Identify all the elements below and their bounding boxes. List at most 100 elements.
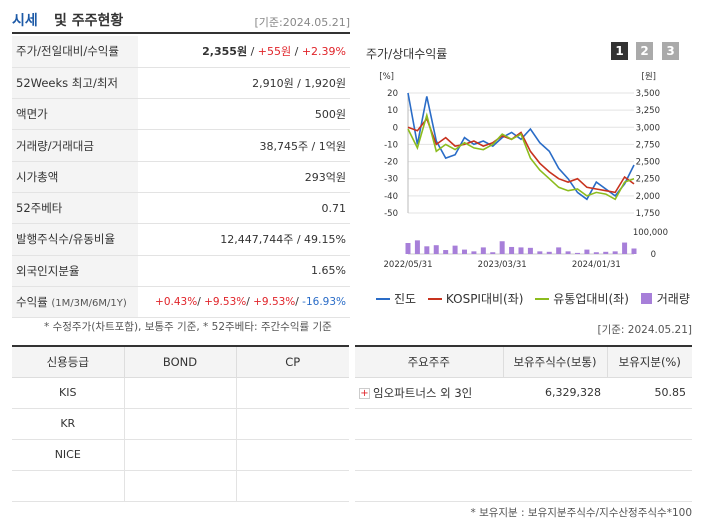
return-1m: +0.43%	[155, 296, 198, 309]
stake-cell	[607, 408, 692, 440]
table-row: 시가총액 293억원	[12, 161, 350, 193]
row-label: 외국인지분율	[12, 255, 138, 287]
volume-bar	[509, 246, 515, 254]
y-right-tick-label: 3,250	[636, 106, 660, 116]
volume-bar	[612, 251, 618, 254]
shareholder-name-cell[interactable]: + 임오파트너스 외 3인	[355, 377, 503, 409]
y-right-tick-label: 2,750	[636, 140, 660, 150]
row-label: 주가/전일대비/수익률	[12, 36, 138, 68]
table-row: 거래량/거래대금 38,745주 / 1억원	[12, 129, 350, 162]
y-left-tick-label: 20	[387, 89, 398, 99]
table-row: + 임오파트너스 외 3인 6,329,328 50.85	[355, 377, 692, 409]
column-header: 보유지분(%)	[606, 345, 692, 378]
legend-swatch-kospi	[427, 297, 442, 300]
y-right-tick-label: 2,250	[636, 175, 660, 185]
row-label: 수익률 (1M/3M/6M/1Y)	[12, 286, 138, 319]
row-label: 52Weeks 최고/최저	[12, 67, 138, 100]
row-value: 0.71	[138, 192, 350, 225]
volume-bar	[518, 247, 524, 254]
cp-cell	[235, 470, 349, 502]
price-change-pct: +2.39%	[301, 45, 346, 59]
y-right-tick-label: 3,500	[636, 89, 660, 99]
x-tick-label: 2023/03/31	[478, 260, 527, 270]
chart-tab-3-button[interactable]: 3	[662, 42, 679, 60]
agency-cell	[12, 470, 124, 502]
row-label: 52주베타	[12, 192, 138, 225]
y-left-tick-label: -10	[384, 140, 398, 150]
table-row: 주가/전일대비/수익률 2,355원 / +55원 / +2.39%	[12, 36, 350, 68]
returns-values: +0.43%/ +9.53%/ +9.53%/ -16.93%	[138, 286, 350, 319]
shareholder-name: 임오파트너스 외 3인	[373, 385, 473, 400]
y-left-tick-label: 0	[393, 123, 398, 133]
table-row: NICE	[12, 439, 349, 471]
row-label: 발행주식수/유동비율	[12, 223, 138, 256]
volume-bar	[556, 247, 562, 254]
table-row: 외국인지분율 1.65%	[12, 255, 350, 287]
table-row: 수익률 (1M/3M/6M/1Y) +0.43%/ +9.53%/ +9.53%…	[12, 286, 350, 319]
row-value: 500원	[138, 98, 350, 131]
price-note: * 수정주가(차트포함), 보통주 기준, * 52주베타: 주간수익률 기준	[44, 321, 332, 333]
shares-cell: 6,329,328	[503, 377, 607, 409]
shares-cell	[503, 439, 607, 471]
stake-cell: 50.85	[607, 377, 692, 409]
legend-item: 유통업대비(좌)	[553, 292, 629, 306]
volume-bar	[603, 251, 609, 254]
reference-date: [기준:2024.05.21]	[254, 16, 350, 29]
chart-title: 주가/상대수익률	[366, 47, 448, 61]
y-left-tick-label: -50	[384, 209, 398, 219]
shareholder-name-cell	[355, 470, 503, 502]
cp-cell	[235, 439, 349, 471]
volume-bar	[499, 241, 505, 254]
y-right-tick-label: 3,000	[636, 123, 660, 133]
y-left-tick-label: -20	[384, 158, 398, 168]
table-row: KR	[12, 408, 349, 440]
price-change: +55원	[257, 45, 292, 59]
shares-cell	[503, 470, 607, 502]
credit-rating-table: 신용등급 BOND CP KIS KR NICE	[12, 345, 349, 502]
volume-bar	[593, 252, 599, 254]
expand-plus-icon[interactable]: +	[359, 387, 370, 399]
returns-label: 수익률	[16, 295, 48, 310]
legend-item: 진도	[394, 292, 417, 306]
section-title-accent: 시세	[12, 13, 38, 29]
series-line	[407, 92, 635, 201]
return-3m: +9.53%	[204, 296, 247, 309]
row-label: 액면가	[12, 98, 138, 131]
volume-bar	[433, 245, 439, 254]
chart-tab-2-button[interactable]: 2	[636, 42, 653, 60]
y-right-tick-label: 1,750	[636, 209, 660, 219]
price-info-table: 주가/전일대비/수익률 2,355원 / +55원 / +2.39% 52Wee…	[12, 36, 350, 319]
table-row	[355, 408, 692, 440]
chart-tab-1-button[interactable]: 1	[611, 42, 628, 60]
table-row: 52Weeks 최고/최저 2,910원 / 1,920원	[12, 67, 350, 100]
y-left-tick-label: -40	[384, 192, 398, 202]
volume-bar	[565, 251, 571, 254]
row-value: 38,745주 / 1억원	[138, 129, 350, 162]
table-row	[355, 439, 692, 471]
y-right-unit-label: [원]	[642, 72, 656, 82]
volume-bar	[546, 251, 552, 254]
table-header-row: 주요주주 보유주식수(보통) 보유지분(%)	[355, 345, 692, 378]
bond-cell	[123, 470, 236, 502]
column-header: CP	[235, 345, 349, 378]
shareholder-name-cell	[355, 408, 503, 440]
reference-date-2: [기준: 2024.05.21]	[597, 324, 692, 336]
stake-cell	[607, 439, 692, 471]
bond-cell	[123, 439, 236, 471]
column-header: BOND	[123, 345, 236, 378]
series-line	[407, 112, 635, 201]
y-right-tick-label: 2,500	[636, 158, 660, 168]
volume-bar	[443, 250, 449, 254]
shareholder-table: 주요주주 보유주식수(보통) 보유지분(%) + 임오파트너스 외 3인 6,32…	[355, 345, 692, 502]
volume-bar	[462, 249, 467, 254]
returns-periods: (1M/3M/6M/1Y)	[51, 298, 127, 310]
stake-cell	[607, 470, 692, 502]
table-row: 발행주식수/유동비율 12,447,744주 / 49.15%	[12, 223, 350, 256]
return-6m: +9.53%	[253, 296, 296, 309]
row-value: 12,447,744주 / 49.15%	[138, 223, 350, 256]
bond-cell	[123, 377, 236, 409]
volume-bar	[414, 240, 420, 254]
section-header: 시세 및 주주현황 [기준:2024.05.21]	[12, 6, 350, 34]
volume-bar	[471, 251, 477, 254]
agency-cell: NICE	[12, 439, 124, 471]
